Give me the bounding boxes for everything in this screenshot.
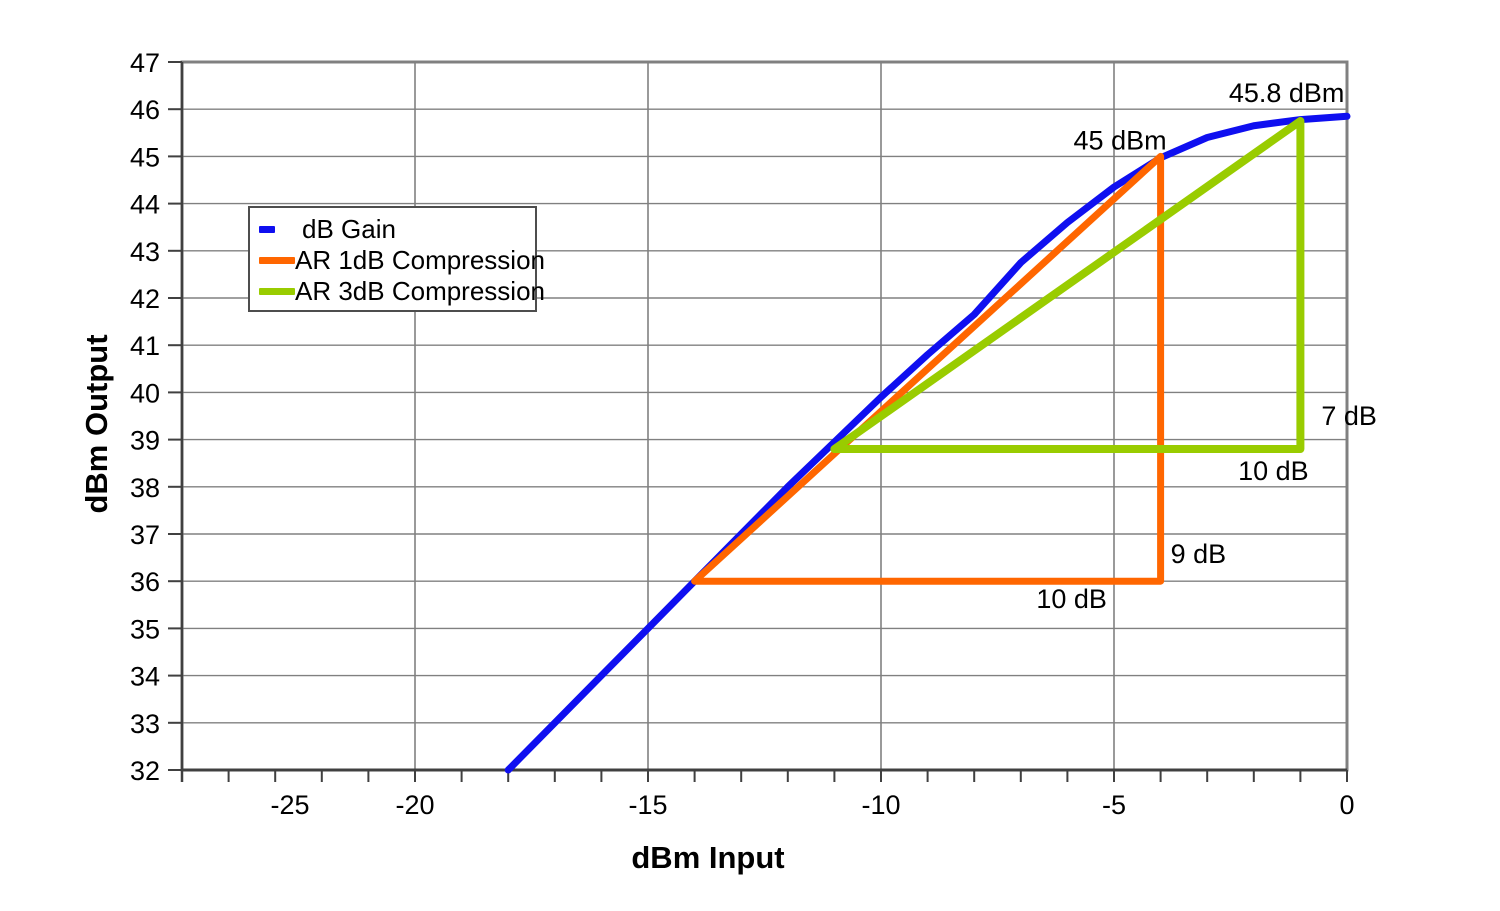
y-tick-label: 37	[130, 520, 160, 550]
x-tick-label: -10	[861, 790, 900, 820]
y-tick-label: 47	[130, 48, 160, 78]
legend: dB Gain AR 1dB Compression AR 3dB Compre…	[248, 206, 545, 312]
ar-3db-line-icon	[259, 288, 295, 295]
ar-1db-line-icon	[259, 257, 295, 264]
annotation-label: 45 dBm	[1074, 125, 1167, 155]
series-ar-3db-compression	[830, 117, 1305, 454]
y-tick-label: 44	[130, 190, 160, 220]
x-tick-label: -20	[395, 790, 434, 820]
x-tick-label: -25	[270, 790, 309, 820]
annotation-label: 9 dB	[1171, 539, 1227, 569]
y-tick-label: 45	[130, 142, 160, 172]
legend-label: dB Gain	[302, 214, 396, 244]
legend-key-slot	[259, 288, 295, 295]
y-tick-label: 40	[130, 378, 160, 408]
x-tick-label: -15	[628, 790, 667, 820]
plot-border	[180, 60, 1349, 772]
x-tick-label: -5	[1102, 790, 1126, 820]
legend-label: AR 3dB Compression	[295, 276, 545, 306]
y-tick-label: 43	[130, 237, 160, 267]
y-tick-label: 32	[130, 756, 160, 786]
x-tick-label: 0	[1339, 790, 1354, 820]
legend-label: AR 1dB Compression	[295, 245, 545, 275]
y-tick-label: 34	[130, 662, 160, 692]
y-tick-label: 38	[130, 473, 160, 503]
y-tick-label: 46	[130, 95, 160, 125]
legend-key-slot	[259, 226, 302, 233]
legend-item-ar-1db-compression: AR 1dB Compression	[250, 245, 545, 276]
y-tick-label: 41	[130, 331, 160, 361]
annotation-label: 10 dB	[1238, 456, 1309, 486]
y-axis-title: dBm Output	[79, 334, 114, 514]
db-gain-line-icon	[259, 226, 275, 233]
annotation-label: 10 dB	[1036, 584, 1107, 614]
series-db-gain	[504, 112, 1351, 774]
y-tick-label: 42	[130, 284, 160, 314]
y-tick-label: 36	[130, 567, 160, 597]
annotation-label: 7 dB	[1321, 401, 1377, 431]
legend-item-ar-3db-compression: AR 3dB Compression	[250, 276, 545, 307]
series-ar-1db-compression	[691, 152, 1165, 585]
y-tick-label: 39	[130, 426, 160, 456]
y-tick-label: 35	[130, 614, 160, 644]
y-tick-label: 33	[130, 709, 160, 739]
legend-key-slot	[259, 257, 295, 264]
annotation-label: 45.8 dBm	[1229, 78, 1345, 108]
x-axis-title: dBm Input	[631, 840, 785, 875]
legend-item-db-gain: dB Gain	[250, 214, 535, 245]
